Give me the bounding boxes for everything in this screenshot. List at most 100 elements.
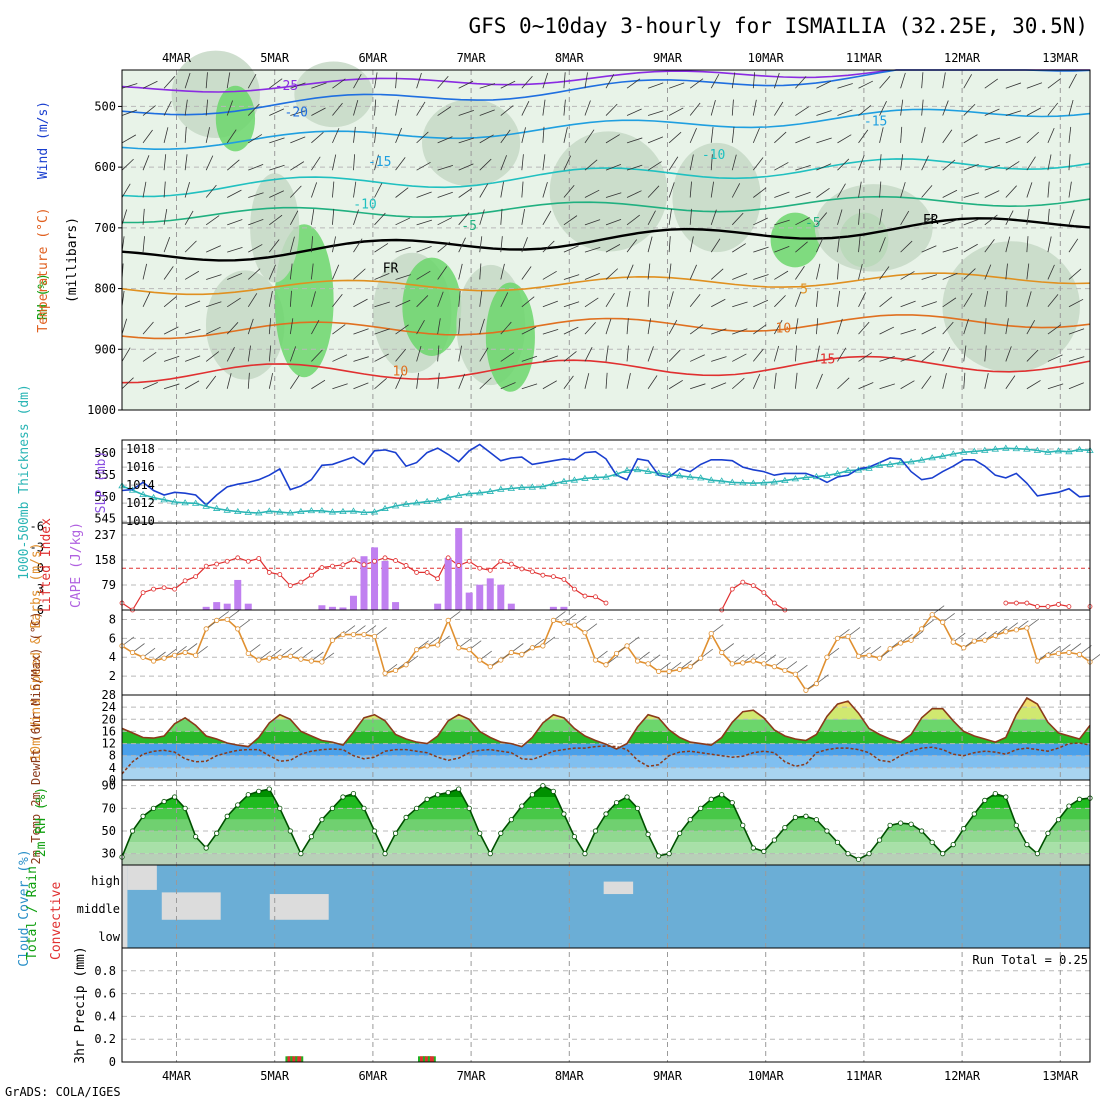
lifted-point xyxy=(182,578,188,584)
wind-barb xyxy=(374,183,383,198)
wind-barb xyxy=(879,266,890,280)
cape-bar xyxy=(392,602,400,610)
rh-point xyxy=(529,792,535,798)
rh-point xyxy=(940,851,946,857)
wind-barb xyxy=(227,246,243,253)
wind-barb xyxy=(374,353,389,362)
wind-barb xyxy=(563,99,566,116)
wind-barb xyxy=(647,346,654,362)
temperature-axis-label: Temperature (°C) xyxy=(36,207,51,332)
isotherm-line xyxy=(121,108,1091,151)
wind-barb xyxy=(332,236,336,253)
wind-barb xyxy=(900,72,906,89)
thickness-point xyxy=(370,508,379,515)
rh-point xyxy=(666,851,672,857)
wind-barb xyxy=(816,212,828,226)
wind-barb xyxy=(142,105,156,116)
wind-barb xyxy=(395,324,409,335)
rh-point xyxy=(950,841,956,848)
rh-point xyxy=(161,798,167,805)
rh-point xyxy=(403,814,409,821)
lifted-point xyxy=(214,561,220,567)
wind-barb xyxy=(310,236,313,253)
lifted-point xyxy=(1056,602,1061,607)
thickness-point xyxy=(391,502,400,509)
thickness-point xyxy=(349,507,358,514)
wind-speed-point xyxy=(256,657,262,663)
wind-barb xyxy=(816,163,832,171)
wind-barb xyxy=(689,324,704,335)
wind-barb xyxy=(142,263,148,280)
rh-point xyxy=(1055,817,1062,823)
wind-barb xyxy=(731,99,734,116)
cape-bar xyxy=(486,578,494,610)
thickness-point xyxy=(602,473,610,480)
temp-band xyxy=(122,743,1090,756)
thickness-point xyxy=(518,483,526,491)
wind-barb xyxy=(248,192,264,198)
thickness-point xyxy=(633,465,642,473)
wind-barb xyxy=(290,110,306,116)
wind-barb xyxy=(752,348,764,362)
wind-barb xyxy=(816,187,830,198)
wind-barb xyxy=(647,210,656,226)
thickness-tick-label: 550 xyxy=(94,490,116,504)
wind-barb xyxy=(921,127,926,143)
wind-barb xyxy=(795,266,805,280)
wind-barb xyxy=(984,190,1000,198)
lifted-point xyxy=(771,600,777,606)
temp-tick-label: 20 xyxy=(102,712,116,726)
millibars-axis-label: (millibars) xyxy=(65,217,80,303)
wind-barb xyxy=(332,324,346,335)
wind-barb xyxy=(184,126,187,143)
wind-barb xyxy=(479,183,489,198)
wind-barb xyxy=(900,126,903,143)
slp-tick-label: 1012 xyxy=(126,496,155,510)
lifted-point xyxy=(550,574,556,579)
wind-barb xyxy=(921,326,937,335)
lifted-point xyxy=(1013,600,1019,606)
wind-barb xyxy=(248,163,264,171)
wind-barb xyxy=(605,244,621,253)
isotherm-line xyxy=(121,355,1091,384)
lifted-point xyxy=(351,557,356,563)
thickness-point xyxy=(360,508,368,515)
wind-speed-point xyxy=(529,645,535,651)
isotherm-label: FR xyxy=(383,261,399,276)
wind-barb xyxy=(248,244,263,253)
wind-barb xyxy=(963,292,973,307)
wind-barb xyxy=(668,319,678,335)
wind-speed-point xyxy=(287,653,293,659)
cape-bar xyxy=(497,584,505,610)
rh-point xyxy=(698,805,704,811)
wind-barb xyxy=(900,328,917,335)
wind-barb xyxy=(837,263,840,280)
rh-point xyxy=(750,845,756,851)
lifted-point xyxy=(1034,604,1040,609)
wind-barb xyxy=(226,373,232,389)
wind-barb xyxy=(458,137,475,144)
rh-point xyxy=(371,828,378,834)
wind-barb xyxy=(942,72,946,89)
wind-speed-point xyxy=(129,649,136,656)
thickness-point xyxy=(381,504,389,511)
wind-barb xyxy=(605,268,619,280)
wind-barb xyxy=(563,185,575,198)
wind-barb xyxy=(121,183,131,198)
wind-barb xyxy=(289,346,297,362)
rh-point xyxy=(224,813,230,819)
thickness-point xyxy=(928,454,936,461)
wind-barb xyxy=(542,72,549,89)
wind-barb xyxy=(1026,236,1029,253)
wind-speed-point xyxy=(540,643,546,649)
rh-point xyxy=(508,817,514,823)
lifted-point xyxy=(203,563,209,569)
wind-barb xyxy=(963,218,979,226)
wind-barb xyxy=(542,270,557,280)
rh-point xyxy=(908,821,914,827)
wind-barb xyxy=(269,190,284,198)
marks-layer xyxy=(118,72,1100,1062)
wind-barb xyxy=(247,293,258,308)
wind-barb xyxy=(332,354,348,362)
wind-speed-point xyxy=(740,660,746,666)
